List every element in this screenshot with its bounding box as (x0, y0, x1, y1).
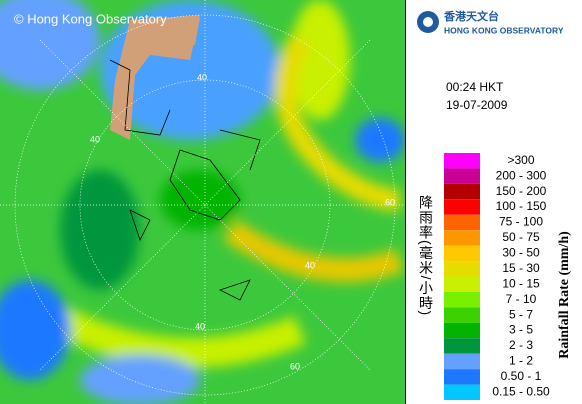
copyright: © Hong Kong Observatory (14, 11, 167, 26)
legend-swatch (444, 214, 480, 231)
legend-label: 100 - 150 (496, 199, 547, 213)
legend-label: 50 - 75 (502, 230, 540, 244)
legend-title-english: Rainfall Rate (mm/h) (557, 231, 572, 359)
legend-swatch (444, 276, 480, 292)
range-label: 60 (290, 361, 300, 371)
legend-label: 1 - 2 (509, 354, 533, 368)
legend-swatch (444, 291, 480, 308)
legend-label: 0.15 - 0.50 (492, 384, 550, 398)
legend-swatch (444, 168, 480, 184)
legend-swatch (444, 353, 480, 370)
legend-swatch (444, 338, 480, 354)
legend-swatch (444, 199, 480, 215)
legend-swatch (444, 369, 480, 385)
legend-label: 7 - 10 (506, 292, 537, 306)
range-label: 40 (305, 260, 315, 270)
legend-swatch (444, 307, 480, 323)
legend-label: 2 - 3 (509, 338, 533, 352)
radar-map: © Hong Kong Observatory 40 40 60 40 40 60 (0, 0, 405, 404)
legend-swatch (444, 261, 480, 277)
legend-label: 30 - 50 (502, 246, 540, 260)
rain-echoes (0, 0, 405, 404)
range-rings (0, 0, 405, 404)
legend-label: 5 - 7 (509, 307, 533, 321)
legend-swatch (444, 384, 480, 400)
legend-title-chinese: 降雨率(毫米/小時) (418, 195, 434, 317)
logo-icon (423, 17, 433, 27)
legend-label: 15 - 30 (502, 261, 540, 275)
legend-swatch (444, 230, 480, 246)
range-label: 60 (385, 197, 395, 207)
legend-swatch (444, 245, 480, 262)
legend-label: 10 - 15 (502, 276, 540, 290)
range-label: 40 (195, 321, 205, 331)
coastline (109, 59, 261, 301)
range-label: 40 (197, 72, 207, 82)
logo-chinese: 香港天文台 (443, 9, 499, 23)
range-label: 40 (90, 134, 100, 144)
legend-label: 150 - 200 (496, 184, 547, 198)
legend-label: 75 - 100 (499, 215, 543, 229)
legend-label: >300 (507, 153, 534, 167)
logo-english: HONG KONG OBSERVATORY (444, 25, 564, 35)
time: 00:24 HKT (446, 80, 504, 94)
legend-swatch (444, 183, 480, 200)
legend-swatch (444, 322, 480, 339)
land (110, 15, 200, 140)
date: 19-07-2009 (446, 98, 508, 112)
land (155, 18, 200, 45)
legend-label: 200 - 300 (496, 168, 547, 182)
info-panel (405, 0, 582, 404)
legend-swatch (444, 153, 480, 169)
legend-label: 0.50 - 1 (501, 369, 542, 383)
legend-label: 3 - 5 (509, 323, 533, 337)
